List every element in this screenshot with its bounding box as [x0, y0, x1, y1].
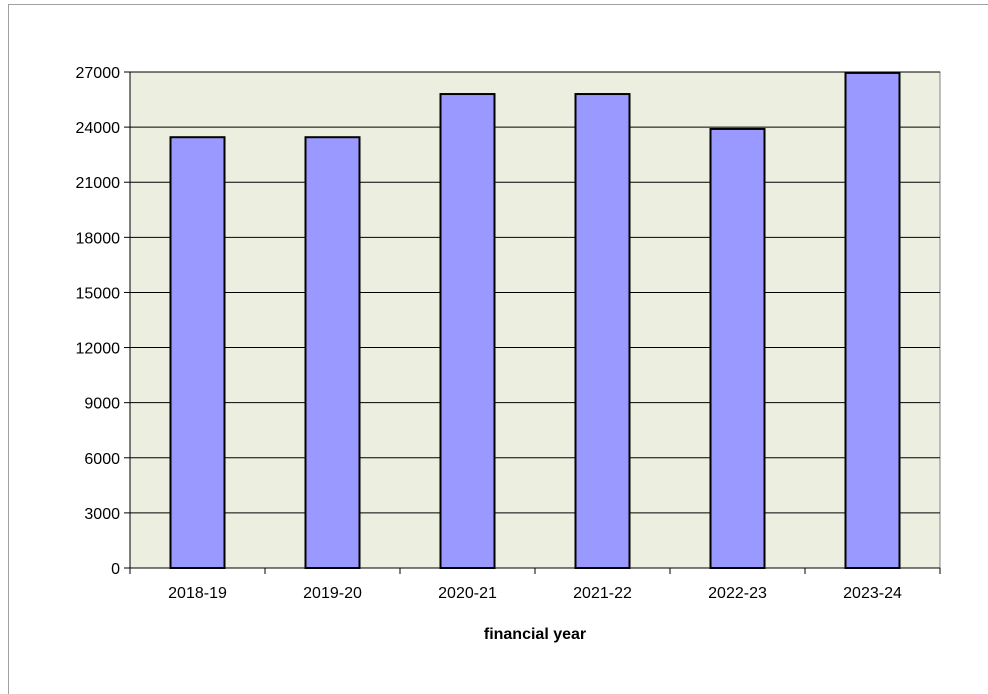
x-tick-label: 2023-24 — [843, 585, 902, 602]
y-tick-labels: 0 3000 6000 9000 12000 15000 18000 21000 24000 27… — [76, 65, 121, 578]
bar-2019-20 — [304, 136, 361, 569]
gridlines — [130, 71, 940, 514]
bar-2018-19 — [169, 136, 226, 569]
x-tick-label: 2020-21 — [438, 585, 497, 602]
bar-2022-23 — [709, 127, 766, 569]
y-tick-label: 6000 — [84, 451, 120, 468]
bars — [169, 71, 901, 570]
bar-2020-21 — [439, 93, 496, 570]
y-tick-label: 15000 — [76, 285, 121, 302]
x-tick-label: 2019-20 — [303, 585, 362, 602]
bar-2023-24 — [844, 71, 901, 569]
chart-frame — [8, 4, 988, 694]
plot-area — [129, 71, 941, 569]
x-axis-title: financial year — [484, 626, 586, 643]
y-tick-label: 27000 — [76, 65, 121, 82]
y-tick-label: 18000 — [76, 230, 121, 247]
x-tick-label: 2021-22 — [573, 585, 632, 602]
y-tick-label: 24000 — [76, 120, 121, 137]
x-tick-labels: 2018-19 2019-20 2020-21 2021-22 2022-23 2023-… — [168, 585, 902, 602]
y-tick-label: 0 — [111, 561, 120, 578]
y-tick-label: 21000 — [76, 175, 121, 192]
bar-2021-22 — [574, 93, 631, 570]
y-tick-label: 9000 — [84, 396, 120, 413]
x-tick-label: 2018-19 — [168, 585, 227, 602]
y-tick-label: 3000 — [84, 506, 120, 523]
x-tick-label: 2022-23 — [708, 585, 767, 602]
axes — [124, 71, 941, 574]
y-tick-label: 12000 — [76, 341, 121, 358]
